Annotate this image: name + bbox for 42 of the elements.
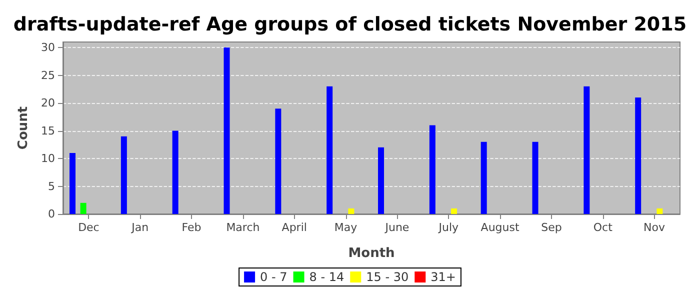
- legend-label: 31+: [430, 270, 456, 284]
- y-tick-label: 20: [41, 96, 55, 110]
- y-tick-label: 25: [41, 68, 55, 82]
- x-tick-label: Oct: [593, 221, 614, 234]
- x-tick-label: Nov: [644, 221, 666, 234]
- x-axis-title: Month: [348, 246, 395, 261]
- bar: [172, 130, 178, 214]
- x-tick-label: August: [480, 221, 520, 234]
- legend-label: 8 - 14: [309, 270, 344, 284]
- bar: [451, 208, 458, 214]
- x-tick-label: Feb: [182, 221, 202, 234]
- bar: [275, 108, 282, 214]
- legend-label: 15 - 30: [366, 270, 409, 284]
- bar: [429, 125, 436, 214]
- bar: [80, 202, 86, 214]
- bar: [635, 97, 642, 214]
- y-tick-label: 30: [41, 41, 55, 54]
- bar: [480, 142, 487, 214]
- bar: [326, 86, 333, 214]
- bar: [70, 152, 76, 214]
- x-tick-label: Jan: [130, 221, 149, 234]
- bar: [348, 208, 354, 214]
- bar: [532, 142, 538, 214]
- bar: [656, 208, 663, 214]
- x-tick-label: July: [438, 221, 459, 234]
- y-tick-label: 15: [41, 124, 55, 138]
- bar: [120, 136, 127, 214]
- x-tick-label: March: [226, 221, 260, 234]
- bar: [378, 147, 384, 214]
- bar: [584, 86, 590, 214]
- x-tick-label: April: [282, 221, 307, 234]
- y-axis-title: Count: [16, 106, 32, 150]
- y-tick-label: 5: [48, 180, 55, 193]
- y-tick-label: 10: [41, 152, 55, 166]
- x-tick-label: Dec: [78, 221, 100, 234]
- chart-title: drafts-update-ref Age groups of closed tickets November 2015: [13, 14, 687, 36]
- legend-label: 0 - 7: [260, 270, 288, 284]
- bar: [224, 48, 230, 214]
- x-tick-label: June: [384, 221, 410, 234]
- x-tick-label: Sep: [541, 221, 562, 234]
- x-tick-label: May: [334, 221, 358, 234]
- y-tick-label: 0: [48, 208, 55, 220]
